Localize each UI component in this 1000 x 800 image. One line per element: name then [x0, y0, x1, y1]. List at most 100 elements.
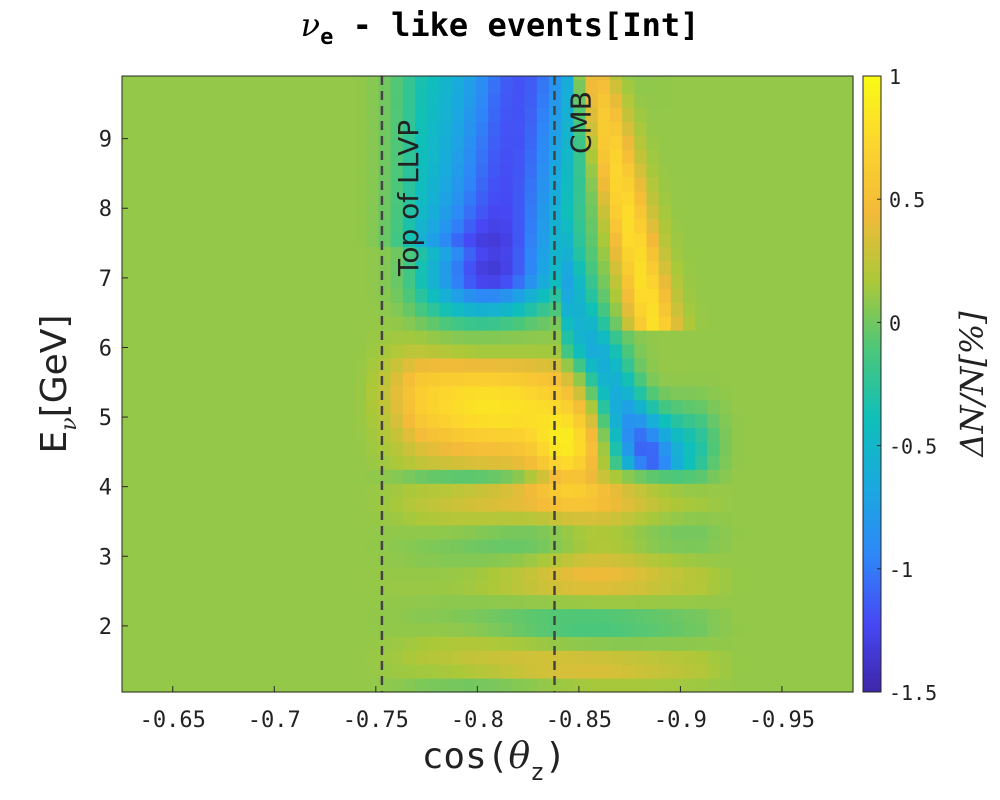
heatmap-cell [609, 511, 623, 526]
heatmap-cell [463, 79, 476, 94]
heatmap-cell [280, 580, 294, 596]
heatmap-cell [670, 357, 684, 373]
heatmap-cell [426, 246, 440, 262]
heatmap-cell [706, 302, 720, 317]
heatmap-cell [280, 357, 294, 373]
heatmap-cell [816, 524, 830, 540]
heatmap-cell [658, 204, 671, 220]
heatmap-cell [816, 385, 830, 401]
heatmap-cell [597, 636, 610, 651]
heatmap-cell [450, 232, 464, 248]
heatmap-cell [463, 413, 476, 429]
heatmap-cell [840, 204, 854, 220]
heatmap-cell [694, 149, 708, 164]
heatmap-cell [743, 93, 757, 108]
heatmap-cell [560, 163, 574, 178]
heatmap-cell [645, 399, 659, 415]
heatmap-cell [694, 566, 708, 582]
heatmap-cell [475, 288, 489, 303]
heatmap-cell [170, 552, 184, 568]
heatmap-cell [584, 79, 598, 94]
heatmap-cell [524, 149, 537, 164]
heatmap-cell [536, 330, 550, 345]
heatmap-cell [682, 260, 696, 275]
heatmap-cell [292, 399, 306, 415]
heatmap-cell [463, 552, 476, 568]
heatmap-cell [365, 511, 379, 526]
heatmap-cell [572, 76, 586, 81]
heatmap-cell [718, 93, 732, 108]
heatmap-cell [572, 580, 586, 596]
heatmap-cell [499, 79, 513, 94]
heatmap-cell [414, 93, 428, 108]
heatmap-cell [743, 288, 757, 303]
heatmap-cell [134, 483, 147, 498]
heatmap-cell [584, 163, 598, 178]
heatmap-cell [840, 538, 854, 554]
heatmap-cell [426, 107, 440, 122]
heatmap-cell [792, 260, 805, 275]
heatmap-cell [609, 93, 623, 108]
heatmap-cell [694, 288, 708, 303]
heatmap-cell [499, 497, 513, 512]
heatmap-cell [243, 650, 257, 665]
heatmap-cell [146, 608, 160, 623]
heatmap-cell [755, 552, 769, 568]
heatmap-cell [682, 149, 696, 164]
heatmap-cell [463, 163, 476, 178]
heatmap-cell [402, 650, 415, 665]
heatmap-cell [499, 385, 513, 401]
heatmap-cell [134, 524, 147, 540]
heatmap-cell [487, 93, 501, 108]
heatmap-cell [365, 608, 379, 623]
heatmap-cell [694, 107, 708, 122]
heatmap-cell [731, 371, 744, 387]
heatmap-cell [718, 455, 732, 470]
heatmap-cell [304, 149, 318, 164]
heatmap-cell [475, 455, 489, 470]
heatmap-cell [463, 608, 476, 623]
heatmap-cell [621, 288, 635, 303]
heatmap-cell [840, 316, 854, 331]
heatmap-cell [292, 594, 306, 610]
heatmap-cell [353, 524, 367, 540]
heatmap-cell [645, 538, 659, 554]
heatmap-cell [682, 302, 696, 317]
heatmap-cell [560, 664, 574, 679]
heatmap-cell [706, 176, 720, 192]
heatmap-cell [816, 413, 830, 429]
heatmap-cell [572, 594, 586, 610]
heatmap-cell [231, 413, 245, 429]
heatmap-cell [755, 79, 769, 94]
heatmap-cell [219, 288, 233, 303]
heatmap-cell [146, 79, 160, 94]
heatmap-cell [731, 274, 744, 289]
heatmap-cell [377, 566, 391, 582]
heatmap-cell [341, 580, 355, 596]
heatmap-cell [182, 622, 196, 637]
heatmap-cell [438, 427, 452, 443]
heatmap-cell [718, 552, 732, 568]
heatmap-cell [122, 246, 135, 262]
heatmap-cell [353, 664, 367, 679]
heatmap-cell [377, 469, 391, 484]
heatmap-cell [463, 566, 476, 582]
heatmap-cell [219, 413, 233, 429]
heatmap-cell [182, 302, 196, 317]
heatmap-cell [195, 511, 208, 526]
heatmap-cell [487, 497, 501, 512]
heatmap-cell [365, 455, 379, 470]
heatmap-cell [779, 650, 793, 665]
heatmap-cell [524, 330, 537, 345]
heatmap-cell [487, 371, 501, 387]
heatmap-cell [804, 274, 818, 289]
heatmap-cell [682, 483, 696, 498]
heatmap-cell [511, 343, 525, 359]
heatmap-cell [353, 594, 367, 610]
heatmap-cell [414, 149, 428, 164]
heatmap-cell [316, 121, 330, 136]
heatmap-cell [134, 538, 147, 554]
heatmap-cell [122, 204, 135, 220]
heatmap-cell [414, 190, 428, 206]
heatmap-cell [414, 664, 428, 679]
